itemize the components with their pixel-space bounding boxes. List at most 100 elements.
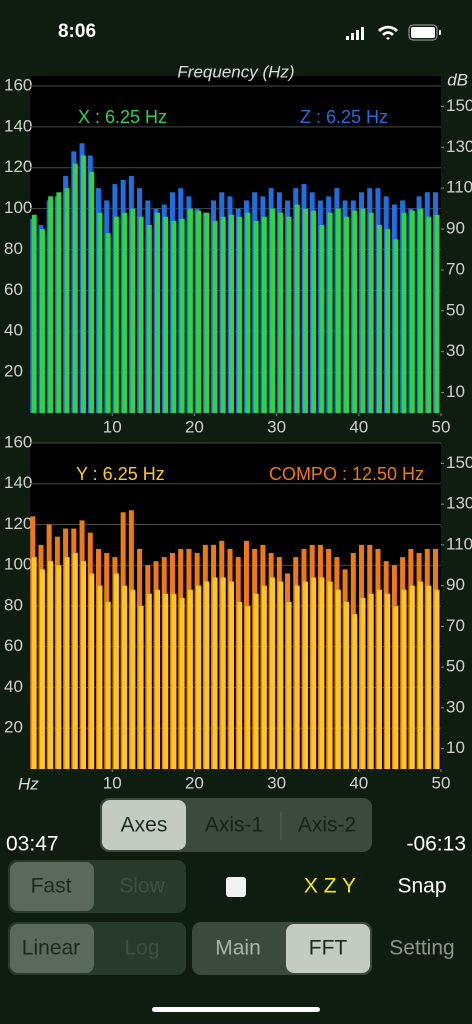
x-tick-label: 10 bbox=[103, 417, 122, 436]
time-elapsed: 03:47 bbox=[6, 833, 59, 856]
bar bbox=[122, 212, 128, 413]
y-tick-label: 140 bbox=[4, 473, 32, 492]
home-indicator bbox=[152, 1007, 320, 1012]
tab-label[interactable]: Axis-2 bbox=[298, 814, 356, 837]
x-tick-label: 30 bbox=[267, 773, 286, 792]
option[interactable] bbox=[10, 862, 94, 911]
bar bbox=[130, 208, 136, 413]
status-icons bbox=[346, 24, 441, 41]
bar bbox=[220, 577, 226, 769]
bar bbox=[122, 585, 128, 769]
option-label[interactable]: Main bbox=[215, 937, 261, 960]
bar bbox=[426, 585, 432, 769]
x-tick-label: 30 bbox=[267, 417, 286, 436]
y-tick-label: 20 bbox=[4, 362, 23, 381]
snap-button[interactable]: Snap bbox=[397, 875, 446, 898]
bar bbox=[344, 216, 350, 413]
y-tick-label: 160 bbox=[4, 432, 32, 451]
y-tick-label: 80 bbox=[4, 239, 23, 258]
y-tick-label: 60 bbox=[4, 636, 23, 655]
chart-title: Frequency (Hz) bbox=[177, 62, 294, 81]
y2-tick-label: 110 bbox=[446, 178, 472, 197]
bar bbox=[368, 593, 374, 769]
bar bbox=[237, 216, 243, 413]
bar bbox=[138, 216, 144, 413]
y2-tick-label: 130 bbox=[446, 137, 472, 156]
y2-tick-label: 30 bbox=[446, 341, 465, 360]
bar bbox=[393, 239, 399, 413]
bar bbox=[245, 212, 251, 413]
status-time: 8:06 bbox=[58, 21, 96, 42]
option-label[interactable]: Linear bbox=[22, 937, 80, 960]
bar bbox=[56, 192, 62, 413]
bar bbox=[418, 581, 424, 769]
bar bbox=[72, 553, 78, 769]
bar bbox=[294, 585, 300, 769]
bar bbox=[360, 597, 366, 769]
x-tick-label: 50 bbox=[432, 773, 451, 792]
y2-tick-label: 130 bbox=[446, 494, 472, 513]
y-tick-label: 60 bbox=[4, 280, 23, 299]
y-tick-label: 40 bbox=[4, 677, 23, 696]
bar bbox=[113, 216, 119, 413]
bar bbox=[81, 561, 87, 769]
bar bbox=[376, 224, 382, 413]
y-tick-label: 100 bbox=[4, 555, 32, 574]
bar bbox=[204, 581, 210, 769]
view-toggle: Main FFT bbox=[192, 922, 372, 975]
y2-tick-label: 90 bbox=[446, 219, 465, 238]
legend-label: COMPO : 12.50 Hz bbox=[269, 464, 424, 484]
y2-tick-label: 30 bbox=[446, 697, 465, 716]
bar bbox=[237, 601, 243, 769]
y2-tick-label: 50 bbox=[446, 300, 465, 319]
option[interactable] bbox=[286, 924, 370, 973]
bar bbox=[155, 589, 161, 769]
axis-order[interactable]: X Z Y bbox=[304, 875, 356, 898]
x-tick-label: 40 bbox=[349, 417, 368, 436]
legend-label: Y : 6.25 Hz bbox=[76, 464, 165, 484]
bar bbox=[155, 212, 161, 413]
option-label[interactable]: FFT bbox=[309, 937, 348, 960]
scale-toggle: Linear Log bbox=[8, 922, 186, 975]
bar bbox=[261, 585, 267, 769]
bar bbox=[253, 220, 259, 413]
y-tick-label: 140 bbox=[4, 116, 32, 135]
bar bbox=[335, 208, 341, 413]
bar bbox=[245, 606, 251, 769]
y-tick-label: 100 bbox=[4, 198, 32, 217]
bar bbox=[229, 214, 234, 413]
bar bbox=[270, 577, 276, 769]
tab-label[interactable]: Axis-1 bbox=[205, 814, 263, 837]
x-tick-label: 40 bbox=[349, 773, 368, 792]
setting-button[interactable]: Setting bbox=[389, 937, 454, 960]
bar bbox=[48, 561, 54, 769]
tab[interactable] bbox=[102, 800, 186, 850]
checkbox[interactable] bbox=[226, 877, 246, 897]
bar bbox=[319, 224, 325, 413]
y-tick-label: 160 bbox=[4, 75, 32, 94]
option-label[interactable]: Fast bbox=[31, 875, 72, 898]
bar bbox=[64, 557, 70, 769]
bar bbox=[163, 593, 169, 769]
option[interactable] bbox=[10, 924, 94, 973]
bar bbox=[187, 589, 193, 769]
y2-tick-label: 110 bbox=[446, 534, 472, 553]
legend-label: Z : 6.25 Hz bbox=[300, 107, 388, 127]
bar bbox=[105, 601, 111, 769]
bar bbox=[179, 218, 185, 413]
option-label[interactable]: Log bbox=[124, 937, 159, 960]
y2-tick-label: 50 bbox=[446, 657, 465, 676]
bar bbox=[368, 212, 374, 413]
y2-tick-label: 90 bbox=[446, 575, 465, 594]
bar bbox=[39, 569, 45, 769]
x-tick-label: 20 bbox=[185, 773, 204, 792]
bar bbox=[171, 593, 177, 769]
bar bbox=[105, 233, 111, 413]
bar bbox=[187, 208, 193, 413]
tab-label[interactable]: Axes bbox=[121, 814, 168, 837]
bar bbox=[327, 212, 333, 413]
bar bbox=[409, 585, 415, 769]
option-label[interactable]: Slow bbox=[119, 875, 165, 898]
bar bbox=[31, 557, 37, 769]
